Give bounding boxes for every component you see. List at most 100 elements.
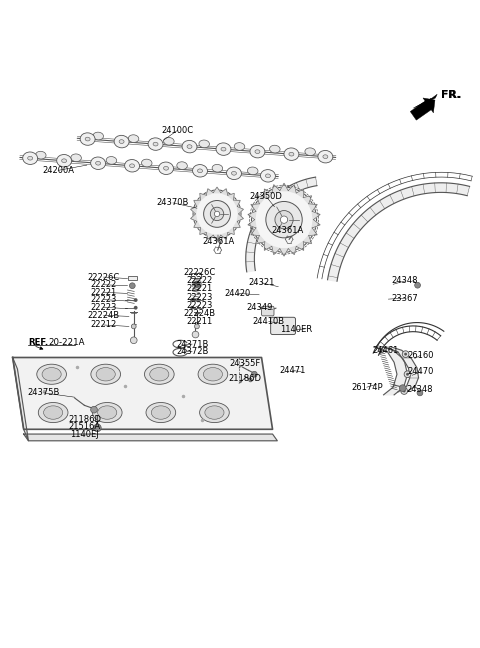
Circle shape xyxy=(194,324,199,329)
Ellipse shape xyxy=(221,147,226,151)
Ellipse shape xyxy=(216,143,231,156)
Ellipse shape xyxy=(200,402,229,422)
Polygon shape xyxy=(296,189,304,198)
Ellipse shape xyxy=(323,155,328,159)
Ellipse shape xyxy=(93,132,104,140)
Circle shape xyxy=(190,298,194,302)
Ellipse shape xyxy=(150,367,169,381)
Ellipse shape xyxy=(128,135,139,143)
Text: 22226C: 22226C xyxy=(87,273,120,282)
Polygon shape xyxy=(288,185,296,193)
Text: 24350D: 24350D xyxy=(250,192,283,201)
Circle shape xyxy=(210,207,224,220)
Polygon shape xyxy=(213,187,221,192)
Polygon shape xyxy=(272,185,280,193)
Circle shape xyxy=(204,200,230,227)
Text: 21516A: 21516A xyxy=(68,422,100,432)
Polygon shape xyxy=(256,235,265,244)
Circle shape xyxy=(134,306,138,310)
Polygon shape xyxy=(309,204,317,211)
Ellipse shape xyxy=(96,161,101,165)
Circle shape xyxy=(399,385,406,391)
Ellipse shape xyxy=(71,154,82,161)
Polygon shape xyxy=(200,193,206,200)
Ellipse shape xyxy=(305,148,315,156)
Text: 22226C: 22226C xyxy=(183,268,216,277)
Ellipse shape xyxy=(234,143,245,150)
Text: 22222: 22222 xyxy=(90,280,117,289)
Circle shape xyxy=(402,351,409,358)
Polygon shape xyxy=(228,193,234,200)
Polygon shape xyxy=(191,207,197,214)
Text: 24321: 24321 xyxy=(248,279,275,287)
Ellipse shape xyxy=(204,367,223,381)
Ellipse shape xyxy=(318,150,333,163)
Ellipse shape xyxy=(36,152,46,159)
Ellipse shape xyxy=(227,167,241,179)
Text: 24355F: 24355F xyxy=(229,359,261,368)
Text: 22223: 22223 xyxy=(186,301,213,310)
Circle shape xyxy=(280,216,288,224)
Ellipse shape xyxy=(146,402,176,422)
Polygon shape xyxy=(312,220,320,228)
Text: 24375B: 24375B xyxy=(27,388,60,397)
Text: 24461: 24461 xyxy=(373,346,399,355)
Circle shape xyxy=(249,378,252,382)
Ellipse shape xyxy=(205,406,224,419)
Text: 24420: 24420 xyxy=(225,289,251,298)
Text: 22221: 22221 xyxy=(186,284,213,293)
Polygon shape xyxy=(256,196,265,204)
Ellipse shape xyxy=(96,367,115,381)
Ellipse shape xyxy=(144,364,174,384)
Ellipse shape xyxy=(270,145,280,153)
Polygon shape xyxy=(296,242,304,250)
Polygon shape xyxy=(228,227,234,235)
Polygon shape xyxy=(303,196,312,204)
Circle shape xyxy=(190,306,194,310)
Polygon shape xyxy=(413,94,437,108)
Ellipse shape xyxy=(80,133,95,145)
Ellipse shape xyxy=(153,142,158,146)
Polygon shape xyxy=(221,233,228,239)
Text: 21186D: 21186D xyxy=(68,415,101,424)
Ellipse shape xyxy=(250,145,265,158)
Circle shape xyxy=(192,331,199,338)
Polygon shape xyxy=(248,220,256,228)
Circle shape xyxy=(91,406,97,413)
Ellipse shape xyxy=(148,138,163,150)
Polygon shape xyxy=(191,214,197,221)
Text: 22223: 22223 xyxy=(186,293,213,302)
Circle shape xyxy=(401,388,408,395)
Ellipse shape xyxy=(106,157,117,164)
Polygon shape xyxy=(264,189,272,198)
Text: 22212: 22212 xyxy=(90,321,117,329)
Ellipse shape xyxy=(38,402,68,422)
Circle shape xyxy=(275,211,293,229)
Polygon shape xyxy=(237,214,243,221)
Polygon shape xyxy=(288,246,296,255)
Circle shape xyxy=(134,298,138,302)
Ellipse shape xyxy=(212,165,223,172)
Ellipse shape xyxy=(198,364,228,384)
Circle shape xyxy=(130,283,135,288)
Ellipse shape xyxy=(248,167,258,175)
Ellipse shape xyxy=(23,152,37,165)
Circle shape xyxy=(404,371,411,378)
Text: 22221: 22221 xyxy=(90,288,117,297)
Circle shape xyxy=(94,424,101,432)
Ellipse shape xyxy=(57,154,72,167)
Text: FR.: FR. xyxy=(441,90,461,100)
Ellipse shape xyxy=(265,174,270,178)
Ellipse shape xyxy=(289,152,294,156)
Polygon shape xyxy=(312,211,320,220)
Ellipse shape xyxy=(114,135,129,148)
Text: REF.: REF. xyxy=(28,338,48,347)
Polygon shape xyxy=(237,207,243,214)
Polygon shape xyxy=(264,242,272,250)
Polygon shape xyxy=(272,246,280,255)
Circle shape xyxy=(132,324,136,329)
Polygon shape xyxy=(410,98,435,120)
Ellipse shape xyxy=(151,406,170,419)
Ellipse shape xyxy=(284,148,299,161)
Text: 22223: 22223 xyxy=(90,295,117,304)
